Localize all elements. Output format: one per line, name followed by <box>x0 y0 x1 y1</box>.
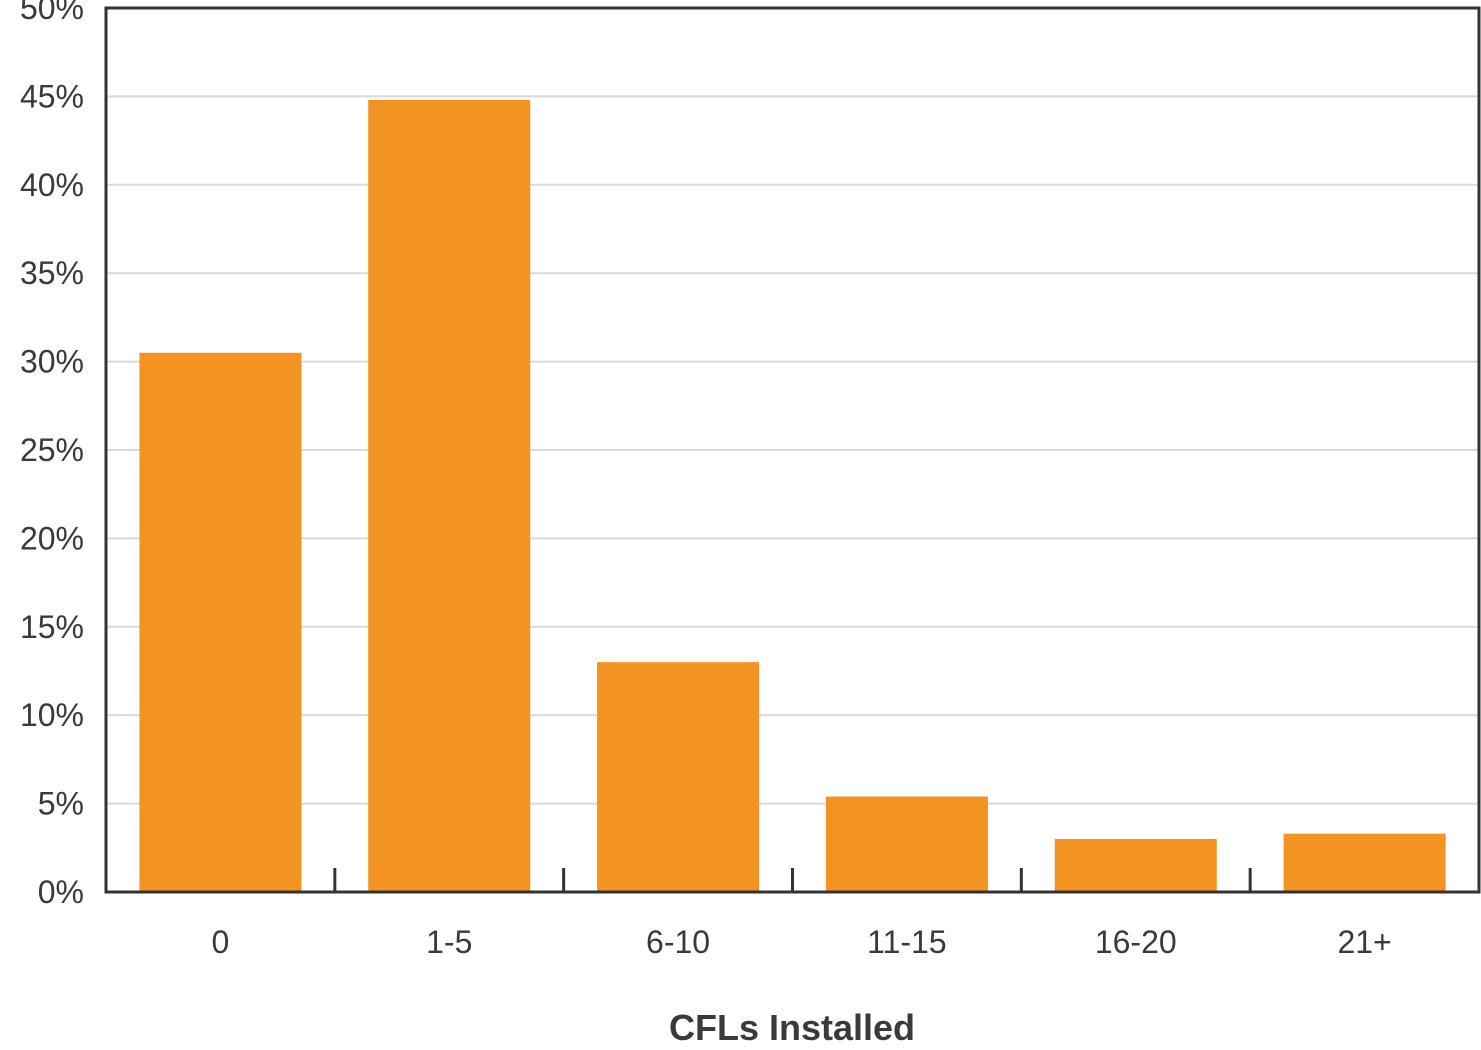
y-tick-label: 0% <box>38 874 84 910</box>
y-tick-label: 20% <box>20 520 84 556</box>
y-tick-labels: 0% 5% 10% 15% 20% 25% 30% 35% 40% 45% 50% <box>20 0 84 910</box>
x-tick-label: 11-15 <box>867 924 946 960</box>
gridlines <box>106 95 1479 805</box>
y-tick-label: 45% <box>20 78 84 114</box>
y-tick-label: 50% <box>20 0 84 26</box>
bar <box>1054 838 1217 892</box>
x-tick-label: 16-20 <box>1095 924 1177 960</box>
y-tick-label: 15% <box>20 609 84 645</box>
y-tick-label: 30% <box>20 344 84 380</box>
bar <box>1283 833 1446 892</box>
bar <box>139 352 302 892</box>
y-tick-label: 35% <box>20 255 84 291</box>
x-tick-label: 21+ <box>1337 924 1391 960</box>
bars <box>139 99 1446 893</box>
x-tick-labels: 0 1-5 6-10 11-15 16-20 21+ <box>212 924 1392 960</box>
y-tick-label: 10% <box>20 697 84 733</box>
y-tick-label: 40% <box>20 167 84 203</box>
bar <box>825 796 988 892</box>
axes <box>104 6 1481 894</box>
x-axis-title: CFLs Installed <box>669 1007 915 1045</box>
x-tick-label: 6-10 <box>646 924 710 960</box>
bar <box>597 662 760 892</box>
y-tick-label: 25% <box>20 432 84 468</box>
bar <box>368 99 531 893</box>
y-tick-label: 5% <box>38 786 84 822</box>
x-tick-label: 0 <box>212 924 230 960</box>
x-tick-label: 1-5 <box>426 924 472 960</box>
